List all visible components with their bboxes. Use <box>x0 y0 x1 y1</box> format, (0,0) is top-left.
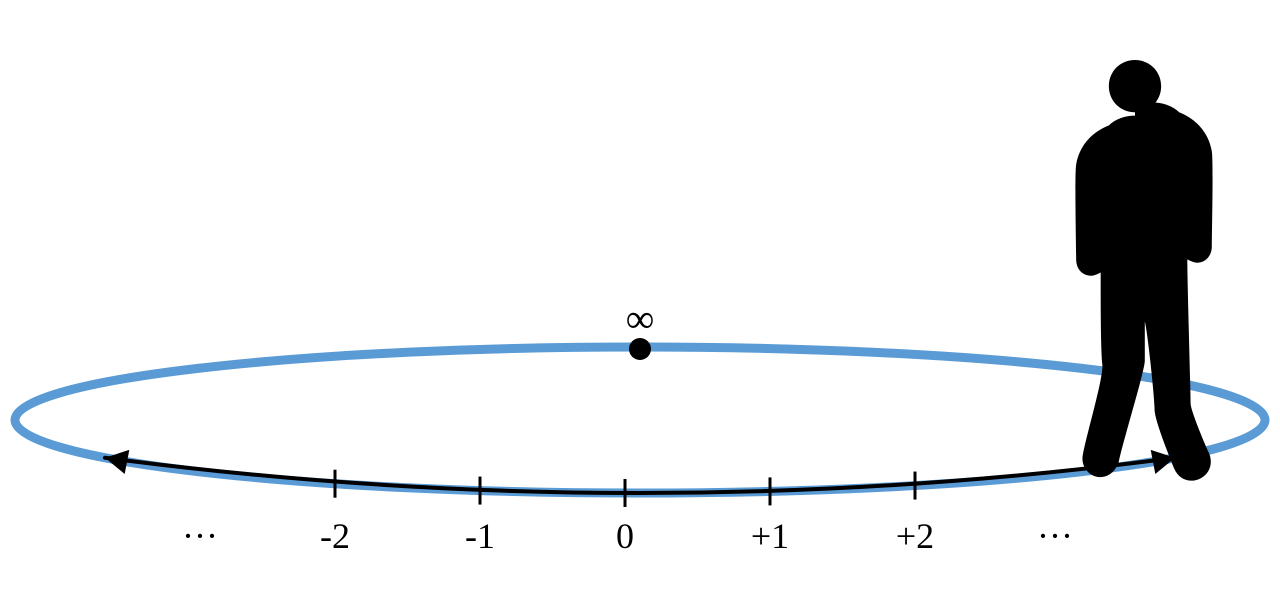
axis-label-plus1: +1 <box>751 516 789 556</box>
infinity-point <box>629 338 651 360</box>
axis-label-minus2: -2 <box>320 516 350 556</box>
axis-label-plus2: +2 <box>896 516 934 556</box>
axis-label-minus1: -1 <box>465 516 495 556</box>
person-silhouette-path <box>1075 60 1212 481</box>
infinity-label: ∞ <box>626 296 655 341</box>
number-line <box>105 458 1175 493</box>
person-silhouette-icon <box>1075 60 1212 481</box>
axis-label-0: 0 <box>616 516 634 556</box>
projective-line-diagram: -2 -1 0 +1 +2 ··· ··· ∞ <box>0 0 1280 601</box>
axis-ellipsis-left: ··· <box>182 516 218 556</box>
axis-ellipsis-right: ··· <box>1037 516 1073 556</box>
axis-labels: -2 -1 0 +1 +2 ··· ··· <box>182 516 1073 556</box>
